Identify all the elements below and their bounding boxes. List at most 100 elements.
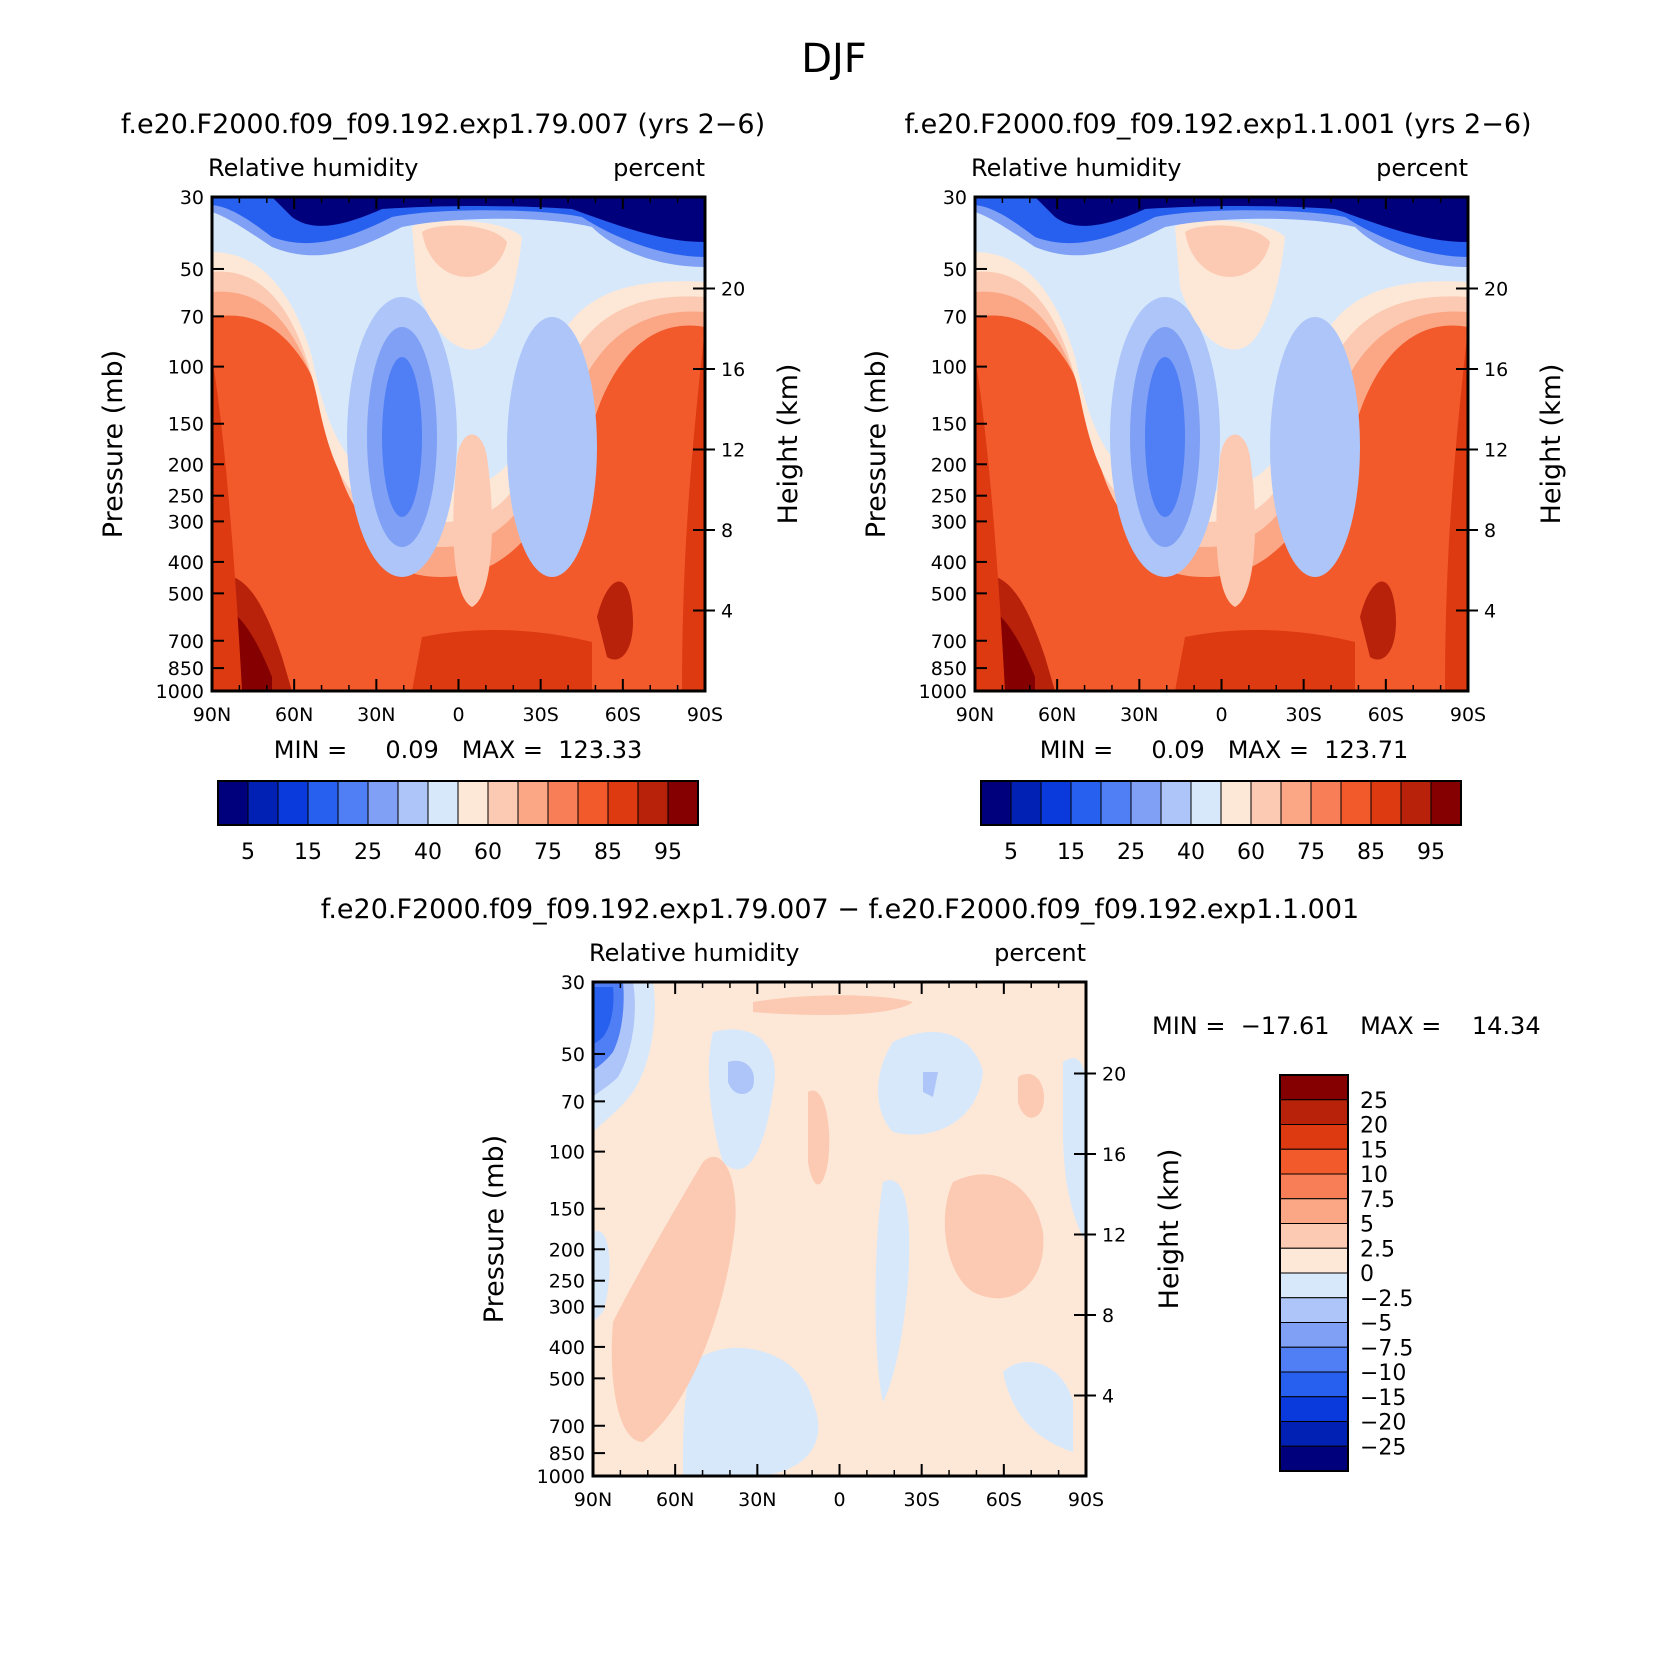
colorbar-box	[1279, 1247, 1349, 1274]
colorbar-label: 0	[1360, 1262, 1374, 1287]
stats-text: MIN = 0.09 MAX = 123.33	[274, 736, 642, 764]
axes: 90N 60N 30N 0 30S 60S 90S 30 50 70 100 150 200 250 300…	[98, 187, 804, 726]
axes: 90N 60N 30N 0 30S 60S 90S 30 50 70 100 150 200 250 300…	[861, 187, 1567, 726]
colorbar-label: 15	[294, 840, 322, 865]
colorbar-box	[1100, 780, 1132, 826]
colorbar-box	[980, 780, 1012, 826]
colorbar-frame	[217, 780, 699, 826]
x-tick-label: 60N	[1038, 704, 1076, 726]
colorbar-label: 40	[1177, 840, 1205, 865]
colorbar-box	[1279, 1445, 1349, 1472]
colorbar: 5 15 25 40 60 75 85 95	[980, 780, 1462, 865]
y-tick-label: 1000	[919, 681, 967, 703]
colorbar-label: 5	[1360, 1213, 1374, 1238]
y-tick-label: 30	[180, 187, 204, 209]
y-tick-label: 300	[931, 511, 967, 533]
colorbar-box	[1250, 780, 1282, 826]
y-axis-title: Pressure (mb)	[98, 350, 129, 538]
y-tick-label: 200	[931, 454, 967, 476]
height-tick-label: 12	[721, 439, 745, 461]
colorbar-box	[1400, 780, 1432, 826]
y-tick-label: 700	[931, 631, 967, 653]
x-tick-label: 30S	[904, 1489, 940, 1511]
y-tick-label: 400	[549, 1337, 585, 1359]
colorbar-label: −10	[1360, 1361, 1406, 1386]
y-tick-label: 50	[943, 259, 967, 281]
y-tick-label: 50	[561, 1044, 585, 1066]
colorbar-box	[1279, 1099, 1349, 1125]
colorbar-box	[1430, 780, 1462, 826]
colorbar-box	[1279, 1396, 1349, 1422]
colorbar-box	[1070, 780, 1102, 826]
y-tick-label: 100	[549, 1142, 585, 1164]
y-tick-label: 100	[931, 357, 967, 379]
left-string: Relative humidity	[208, 154, 418, 182]
colorbar-label: 25	[1360, 1089, 1388, 1114]
colorbar-label: 40	[414, 840, 442, 865]
colorbar-box	[1279, 1223, 1349, 1249]
x-tick-label: 30N	[1120, 704, 1158, 726]
y-tick-label: 70	[561, 1091, 585, 1113]
colorbar-box	[607, 780, 639, 826]
colorbar-box	[457, 780, 489, 826]
x-tick-label: 0	[452, 704, 464, 726]
x-tick-label: 60S	[1368, 704, 1404, 726]
colorbar-box	[547, 780, 579, 826]
height-tick-label: 20	[721, 278, 745, 300]
y-tick-label: 500	[168, 583, 204, 605]
left-string: Relative humidity	[589, 939, 799, 967]
colorbar-label: −7.5	[1360, 1336, 1413, 1361]
colorbar-box	[397, 780, 429, 826]
y-tick-label: 100	[168, 357, 204, 379]
colorbar-box	[1010, 780, 1042, 826]
y-tick-label: 700	[168, 631, 204, 653]
y-axis-title-right: Height (km)	[773, 364, 804, 525]
height-tick-label: 8	[721, 520, 733, 542]
x-tick-label: 60S	[986, 1489, 1022, 1511]
y-tick-label: 30	[561, 972, 585, 994]
left-string: Relative humidity	[971, 154, 1181, 182]
height-tick-label: 20	[1102, 1063, 1126, 1085]
colorbar-box	[577, 780, 609, 826]
x-tick-label: 90N	[956, 704, 994, 726]
colorbar-label: 75	[534, 840, 562, 865]
colorbar-label: 5	[241, 840, 255, 865]
colorbar-label: −20	[1360, 1411, 1406, 1436]
axes: 90N 60N 30N 0 30S 60S 90S 30 50 70 100 150 200 250 300…	[479, 972, 1185, 1511]
colorbar: 5 15 25 40 60 75 85 95	[217, 780, 699, 865]
height-tick-label: 16	[1102, 1144, 1126, 1166]
colorbar-box	[307, 780, 339, 826]
colorbar-box	[517, 780, 549, 826]
stats-text: MIN = 0.09 MAX = 123.71	[1040, 736, 1408, 764]
x-tick-label: 30S	[1286, 704, 1322, 726]
height-tick-label: 12	[1484, 439, 1508, 461]
height-tick-label: 4	[1102, 1385, 1114, 1407]
colorbar-box	[1279, 1371, 1349, 1398]
y-tick-label: 250	[549, 1271, 585, 1293]
figure-title: DJF	[801, 36, 867, 82]
x-tick-label: 90S	[1068, 1489, 1104, 1511]
x-tick-label: 30S	[523, 704, 559, 726]
y-tick-label: 700	[549, 1416, 585, 1438]
y-tick-label: 250	[168, 486, 204, 508]
colorbar-box	[637, 780, 669, 826]
colorbar-frame	[1279, 1074, 1349, 1472]
x-tick-label: 90S	[687, 704, 723, 726]
x-tick-label: 90N	[574, 1489, 612, 1511]
panel-model1: f.e20.F2000.f09_f09.192.exp1.79.007 (yrs…	[98, 109, 804, 865]
colorbar-label: 2.5	[1360, 1237, 1395, 1262]
colorbar-box	[1040, 780, 1072, 826]
contour-field	[593, 982, 1086, 1476]
colorbar-box	[1279, 1297, 1349, 1323]
y-tick-label: 30	[943, 187, 967, 209]
height-tick-label: 20	[1484, 278, 1508, 300]
x-tick-label: 90N	[193, 704, 231, 726]
x-tick-label: 0	[1215, 704, 1227, 726]
colorbar-label: −25	[1360, 1435, 1406, 1460]
y-tick-label: 200	[168, 454, 204, 476]
colorbar-box	[1370, 780, 1402, 826]
y-tick-label: 50	[180, 259, 204, 281]
contour-field	[212, 197, 705, 691]
